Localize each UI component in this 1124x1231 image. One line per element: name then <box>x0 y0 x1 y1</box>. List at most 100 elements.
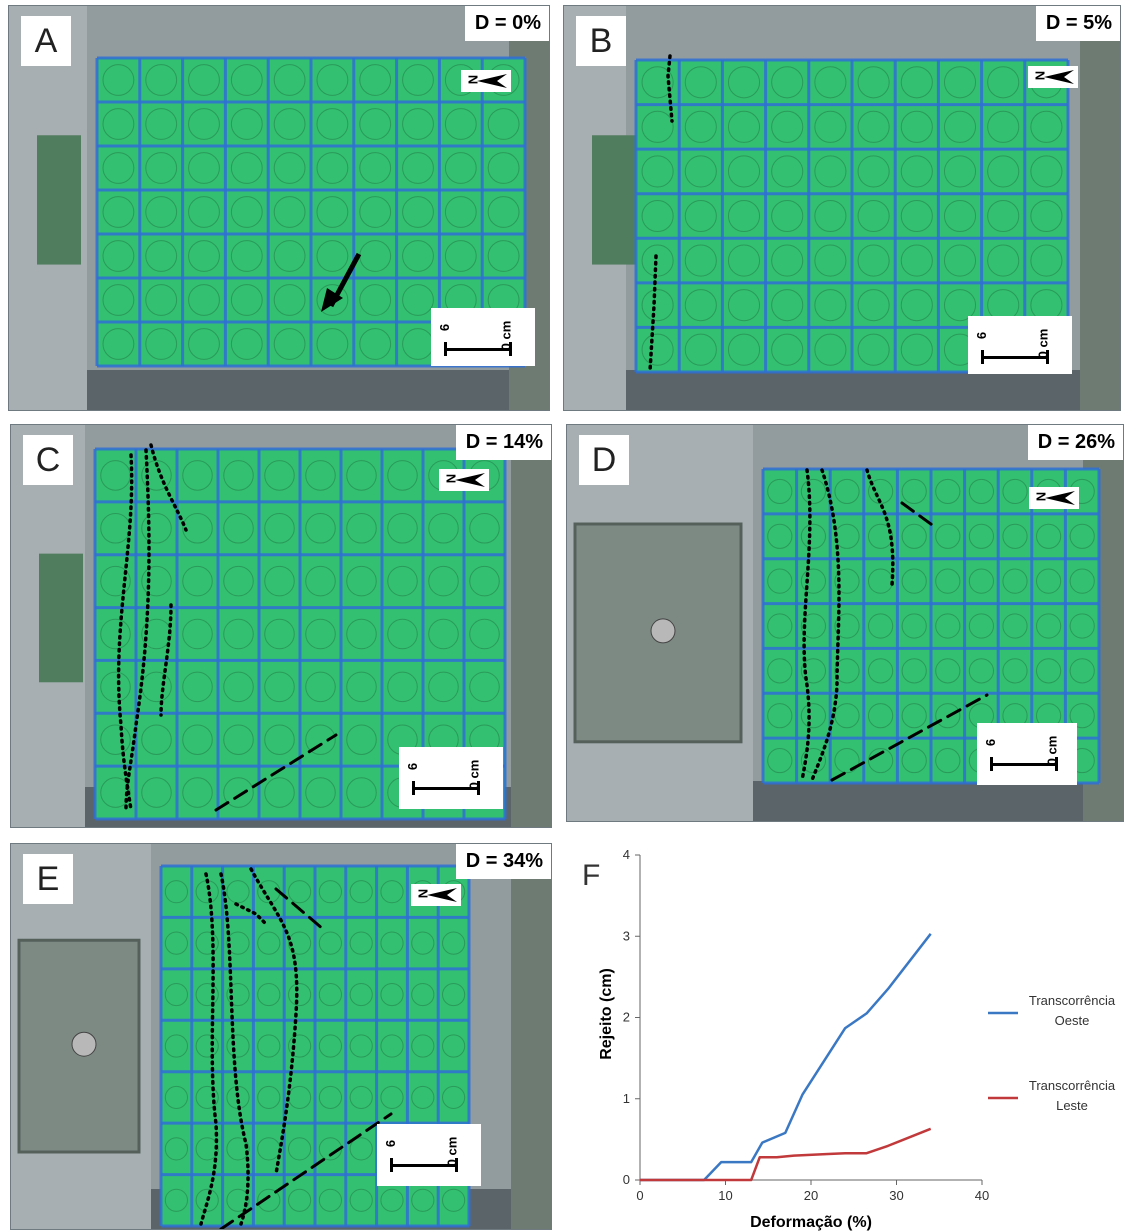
strain-circle <box>800 703 826 729</box>
strain-circle <box>857 289 890 322</box>
scale-label-left: 6 <box>983 738 999 747</box>
strain-circle <box>771 66 804 99</box>
strain-circle <box>195 1137 219 1161</box>
strain-circle <box>1069 523 1095 549</box>
strain-circle <box>226 982 250 1007</box>
scale-tick <box>990 757 993 771</box>
strain-circle <box>145 196 178 228</box>
strain-circle <box>305 671 336 703</box>
fault-trace <box>219 872 250 1226</box>
strain-circle <box>195 931 219 955</box>
strain-circle <box>684 66 717 99</box>
north-arrow-icon: N <box>461 70 511 92</box>
strain-circle <box>771 289 804 322</box>
north-arrow-icon: N <box>1028 66 1078 88</box>
strain-circle <box>141 565 172 597</box>
strain-circle <box>349 982 373 1007</box>
strain-circle <box>402 196 434 228</box>
strain-circle <box>771 155 804 188</box>
strain-circle <box>814 66 847 99</box>
strain-circle <box>684 155 717 188</box>
strain-circle <box>273 152 306 184</box>
strain-circle <box>316 328 349 360</box>
strain-circle <box>411 931 435 955</box>
strain-circle <box>316 108 349 140</box>
strain-circle <box>411 982 435 1007</box>
strain-circle <box>349 1188 373 1212</box>
strain-circle <box>727 289 761 322</box>
strain-circle <box>257 982 281 1007</box>
strain-circle <box>411 1034 435 1058</box>
strain-circle <box>346 513 377 544</box>
strain-circle <box>305 618 336 650</box>
deformation-label: D = 0% <box>464 6 549 41</box>
panel-letter-f: F <box>582 859 600 892</box>
strain-circle <box>188 240 220 272</box>
strain-circle <box>188 196 220 228</box>
north-chevron-icon <box>1045 491 1075 505</box>
strain-circle <box>359 284 392 316</box>
strain-circle <box>257 931 281 955</box>
strain-circle <box>987 110 1020 143</box>
fault-trace <box>234 902 268 926</box>
strain-circle <box>145 108 178 140</box>
strain-circle <box>428 565 459 597</box>
strain-circle <box>230 196 263 228</box>
side-plate <box>39 553 83 683</box>
strain-circle <box>1002 568 1028 594</box>
y-tick-label: 1 <box>623 1091 630 1106</box>
strain-circle <box>901 703 927 729</box>
strain-circle <box>346 724 377 755</box>
strain-circle <box>102 64 135 96</box>
strain-circle <box>402 240 434 272</box>
strain-circle <box>359 152 392 184</box>
strain-circle <box>387 513 418 544</box>
strain-circle <box>387 460 418 491</box>
strain-circle <box>935 703 961 729</box>
scale-label-left: 6 <box>383 1139 399 1148</box>
strain-circle <box>145 284 178 316</box>
strain-circle <box>288 880 312 904</box>
strain-circle <box>164 982 188 1007</box>
strain-circle <box>318 1085 342 1110</box>
strain-circle <box>288 931 312 955</box>
strain-circle <box>273 64 306 96</box>
chart-legend: Transcorrência Oeste Transcorrência Leste <box>988 993 1116 1113</box>
scale-tick <box>1046 350 1049 364</box>
strain-circle <box>641 110 674 143</box>
strain-circle <box>402 152 434 184</box>
strain-circle <box>273 240 306 272</box>
strain-circle <box>428 618 459 650</box>
strain-circle <box>800 658 826 684</box>
strain-circle <box>346 460 377 491</box>
strain-circle <box>800 523 826 549</box>
strain-circle <box>857 155 890 188</box>
strain-circle <box>359 108 392 140</box>
strain-circle <box>349 1034 373 1058</box>
x-tick-label: 30 <box>889 1188 903 1203</box>
strain-circle <box>442 1085 466 1110</box>
strain-circle <box>1030 110 1063 143</box>
model-photo <box>564 6 1120 410</box>
fault-trace <box>900 501 937 529</box>
strain-circle <box>188 284 220 316</box>
y-tick-label: 2 <box>623 1010 630 1025</box>
strain-circle <box>767 703 793 729</box>
strain-circle <box>141 671 172 703</box>
strain-circle <box>100 565 131 597</box>
strain-circle <box>727 244 761 277</box>
strain-circle <box>102 284 135 316</box>
strain-circle <box>868 613 894 639</box>
strain-circle <box>442 931 466 955</box>
strain-circle <box>288 982 312 1007</box>
fault-trace <box>648 254 658 373</box>
strain-circle <box>1069 568 1095 594</box>
right-wall <box>511 844 551 1229</box>
strain-circle <box>935 523 961 549</box>
strain-circle <box>264 724 295 755</box>
strain-circle <box>402 284 434 316</box>
strain-circle <box>767 523 793 549</box>
strain-circle <box>935 568 961 594</box>
strain-circle <box>223 724 254 755</box>
